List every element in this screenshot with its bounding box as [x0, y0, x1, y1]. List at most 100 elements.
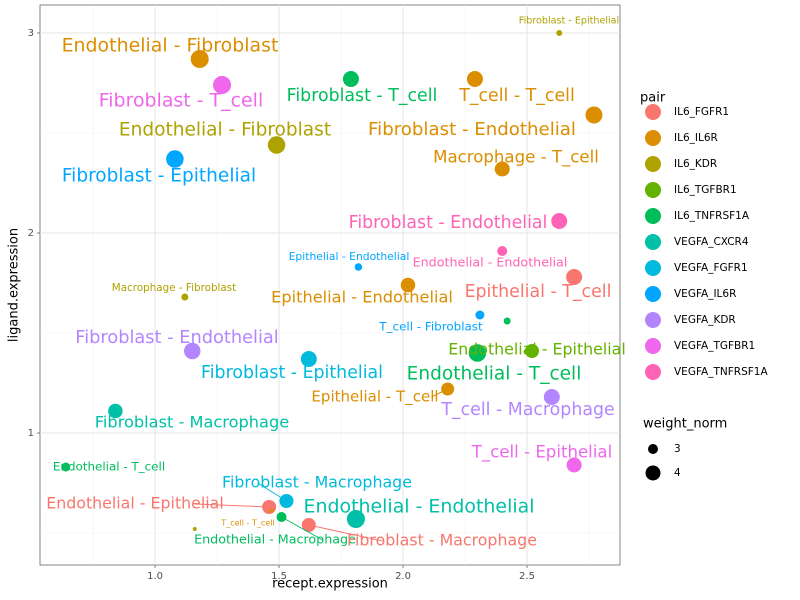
point: [543, 389, 560, 405]
legend-label: VEGFA_TNFRSF1A: [674, 366, 768, 378]
point: [551, 213, 568, 229]
point-label: Endothelial - Epithelial: [448, 340, 626, 359]
point: [267, 136, 286, 154]
x-tick-label: 2.0: [395, 571, 411, 582]
legend-key: [645, 156, 661, 172]
point-label: T_cell - T_cell: [220, 519, 274, 528]
grid: [40, 5, 620, 565]
legend-key: [645, 338, 661, 354]
point: [566, 457, 582, 473]
legend-title: pair: [640, 91, 666, 106]
point: [346, 510, 365, 528]
legend-key: [645, 364, 661, 380]
point-label: Endothelial - T_cell: [53, 460, 165, 474]
legend-key: [645, 312, 661, 328]
y-tick-label: 3: [28, 28, 34, 39]
x-tick-label: 1.5: [271, 571, 287, 582]
point: [213, 76, 232, 94]
legend-label: IL6_TGFBR1: [674, 184, 737, 196]
panel: [39, 4, 621, 566]
label-leader: [194, 503, 270, 508]
point: [497, 246, 508, 256]
legend-key: [645, 104, 661, 120]
point-label: Fibroblast - T_cell: [99, 90, 263, 112]
size-legend-key: [645, 465, 661, 481]
point-label: Endothelial - Endothelial: [413, 255, 568, 270]
point-label: Fibroblast - Macrophage: [347, 531, 537, 550]
point-label: Fibroblast - Macrophage: [222, 473, 412, 492]
point: [192, 527, 197, 531]
legend-label: VEGFA_CXCR4: [674, 236, 749, 248]
point-label: Endothelial - T_cell: [407, 364, 582, 385]
x-tick-label: 2.5: [519, 571, 535, 582]
size-legend-label: 4: [674, 467, 681, 479]
point-label: Fibroblast - Epithelial: [201, 363, 383, 383]
label-leader: [308, 524, 383, 542]
point: [108, 403, 123, 419]
point-label: Fibroblast - Epithelial: [519, 16, 619, 27]
legend-label: IL6_IL6R: [674, 132, 718, 144]
point: [354, 263, 363, 271]
point-label: Fibroblast - Endothelial: [75, 328, 278, 348]
label-leader: [281, 516, 323, 541]
point: [585, 106, 603, 124]
point-label: Endothelial - Macrophage: [194, 532, 356, 547]
legend-label: VEGFA_FGFR1: [674, 262, 748, 274]
point-label: Fibroblast - Epithelial: [62, 166, 256, 187]
legend-key: [645, 208, 661, 224]
y-tick-label: 2: [28, 228, 34, 239]
point-label: T_cell - T_cell: [458, 86, 575, 106]
legend-label: IL6_KDR: [674, 158, 717, 170]
y-tick-label: 1: [28, 428, 34, 439]
point: [61, 462, 71, 472]
point: [190, 50, 209, 68]
label-leader: [257, 482, 287, 502]
point-label: Fibroblast - T_cell: [287, 86, 438, 106]
point: [269, 509, 274, 513]
point-label: Epithelial - Endothelial: [271, 288, 453, 307]
point: [468, 344, 487, 362]
legend-key: [645, 130, 661, 146]
point-label: Endothelial - Fibroblast: [119, 120, 331, 141]
point: [524, 344, 539, 358]
point-label: Endothelial - Endothelial: [304, 496, 535, 518]
point-label: T_cell - Macrophage: [440, 400, 614, 420]
labels: Fibroblast - Epithelial Endothelial - Fib…: [46, 16, 626, 550]
legend-label: IL6_TNFRSF1A: [674, 210, 750, 222]
point: [566, 269, 583, 285]
points: [61, 30, 603, 532]
point-label: Epithelial - T_cell: [311, 388, 438, 407]
point: [166, 150, 184, 168]
legend-label: VEGFA_TGFBR1: [674, 340, 755, 352]
point: [494, 161, 510, 177]
point: [184, 342, 201, 360]
point: [556, 30, 563, 36]
point-label: Epithelial - T_cell: [465, 282, 612, 302]
x-tick-label: 1.0: [147, 571, 163, 582]
size-legend-title: weight_norm: [643, 417, 727, 432]
point: [342, 71, 359, 87]
point-label: Fibroblast - Endothelial: [368, 119, 576, 140]
size-legend-key: [648, 444, 658, 454]
legend-label: IL6_FGFR1: [674, 106, 729, 118]
point-label: Macrophage - T_cell: [433, 148, 599, 168]
point-label: T_cell - Epithelial: [471, 443, 612, 463]
legend-label: VEGFA_IL6R: [674, 288, 736, 300]
point-label: Fibroblast - Macrophage: [95, 413, 289, 432]
point-label: T_cell - Fibroblast: [378, 320, 483, 334]
legend-key: [645, 260, 661, 276]
legend-key: [645, 286, 661, 302]
point-label: Endothelial - Epithelial: [46, 494, 224, 513]
point: [503, 317, 511, 325]
point-label: Epithelial - Endothelial: [289, 250, 410, 263]
x-axis-title: recept.expression: [272, 577, 388, 592]
point-label: Fibroblast - Endothelial: [349, 213, 548, 233]
label-leader: [431, 388, 448, 398]
size-legend-label: 3: [674, 443, 681, 455]
legend-label: VEGFA_KDR: [674, 314, 736, 326]
legend-key: [645, 234, 661, 250]
point: [466, 71, 483, 87]
legend-key: [645, 182, 661, 198]
point: [400, 277, 416, 293]
